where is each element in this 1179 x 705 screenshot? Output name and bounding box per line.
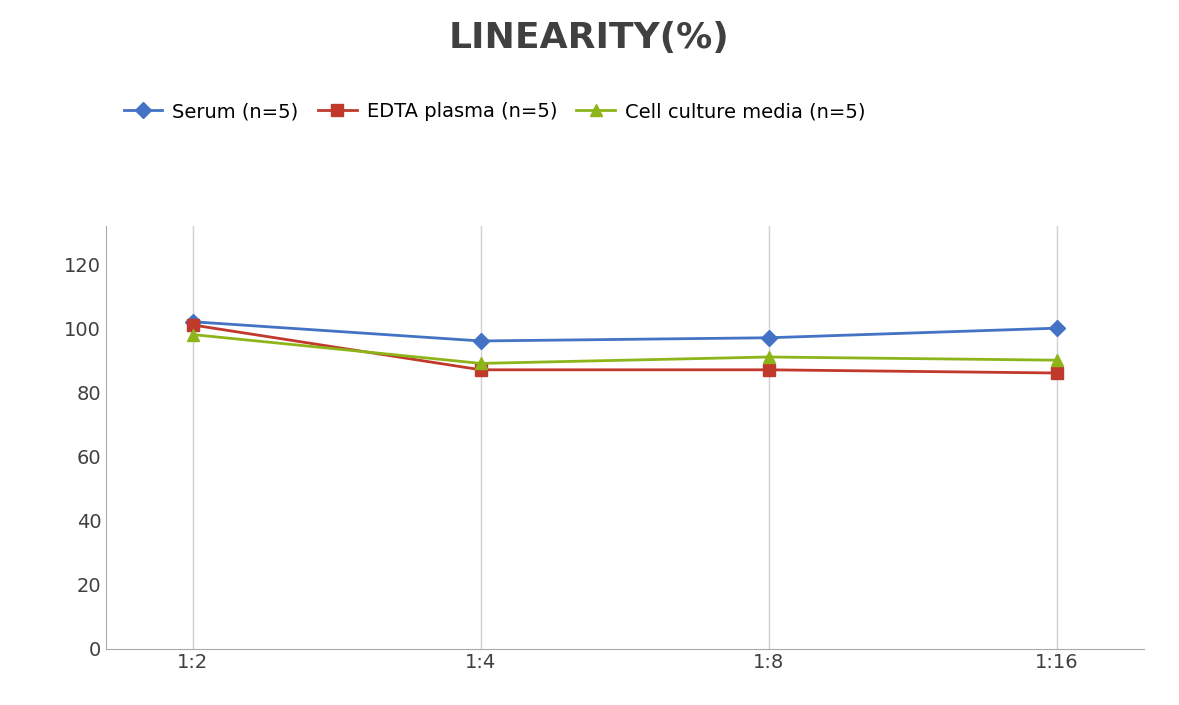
Line: Cell culture media (n=5): Cell culture media (n=5) bbox=[187, 329, 1062, 369]
Cell culture media (n=5) bbox=[762, 352, 776, 361]
Cell culture media (n=5) bbox=[185, 331, 199, 339]
EDTA plasma (n=5) bbox=[185, 321, 199, 329]
Serum (n=5) bbox=[474, 337, 488, 345]
Serum (n=5) bbox=[1050, 324, 1065, 332]
Legend: Serum (n=5), EDTA plasma (n=5), Cell culture media (n=5): Serum (n=5), EDTA plasma (n=5), Cell cul… bbox=[116, 94, 874, 129]
Line: Serum (n=5): Serum (n=5) bbox=[187, 316, 1062, 347]
Text: LINEARITY(%): LINEARITY(%) bbox=[449, 21, 730, 55]
EDTA plasma (n=5) bbox=[1050, 369, 1065, 377]
Line: EDTA plasma (n=5): EDTA plasma (n=5) bbox=[187, 319, 1062, 379]
Cell culture media (n=5) bbox=[474, 359, 488, 367]
EDTA plasma (n=5) bbox=[474, 366, 488, 374]
Serum (n=5) bbox=[185, 317, 199, 326]
EDTA plasma (n=5) bbox=[762, 366, 776, 374]
Serum (n=5) bbox=[762, 333, 776, 342]
Cell culture media (n=5) bbox=[1050, 356, 1065, 364]
